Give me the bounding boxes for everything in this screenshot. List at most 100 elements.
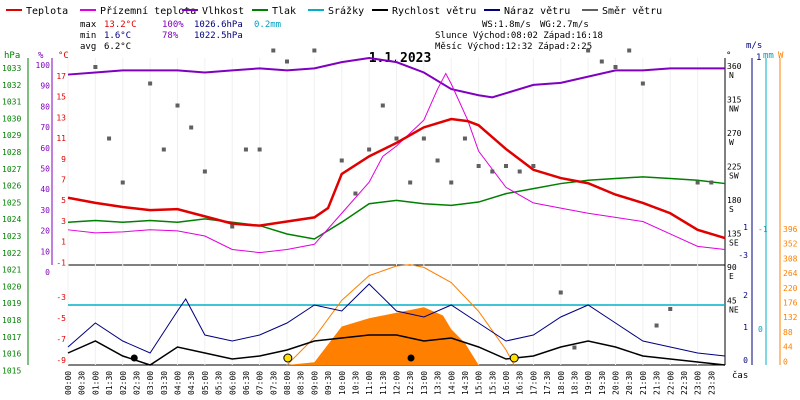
legend-rain: Srážky bbox=[328, 5, 364, 17]
x-tick-label: 06:00 bbox=[228, 371, 237, 395]
stats-min-press: 1022.5hPa bbox=[194, 31, 243, 41]
hpa-tick-label: 1029 bbox=[2, 131, 21, 140]
wind-direction-point bbox=[243, 147, 248, 152]
wind-direction-point bbox=[599, 59, 604, 64]
hpa-tick-label: 1024 bbox=[2, 215, 21, 224]
wind-direction-point bbox=[449, 180, 454, 185]
x-tick-label: 16:00 bbox=[502, 371, 511, 395]
x-tick-label: 21:00 bbox=[639, 371, 648, 395]
dir-tick-label: 45 bbox=[727, 297, 737, 306]
wind-gust-line bbox=[67, 283, 726, 357]
x-tick-label: 04:30 bbox=[187, 371, 196, 395]
solar-tick-label: 220 bbox=[783, 284, 798, 293]
wind-direction-point bbox=[189, 125, 194, 130]
stats-sun: Slunce Východ:08:02 Západ:16:18 bbox=[435, 31, 603, 41]
hpa-tick-label: 1018 bbox=[2, 316, 21, 325]
hpa-tick-label: 1025 bbox=[2, 198, 21, 207]
x-tick-label: 23:00 bbox=[694, 371, 703, 395]
x-tick-label: 08:00 bbox=[283, 371, 292, 395]
dir-cardinal-label: SW bbox=[729, 172, 739, 181]
x-tick-label: 21:30 bbox=[653, 371, 662, 395]
x-tick-label: 06:30 bbox=[242, 371, 251, 395]
solar-tick-label: 176 bbox=[783, 299, 798, 308]
wind-direction-point bbox=[312, 48, 317, 53]
x-tick-label: 07:30 bbox=[269, 371, 278, 395]
temp-tick-label: 9 bbox=[61, 155, 66, 164]
x-tick-label: 09:00 bbox=[310, 371, 319, 395]
wind-direction-point bbox=[120, 180, 125, 185]
stats-wg: WG:2.7m/s bbox=[540, 20, 589, 30]
pressure-line bbox=[67, 176, 726, 240]
x-tick-labels: 00:00 00:30 01:00 01:30 02:00 02:30 03:00 03:30… bbox=[64, 371, 716, 395]
x-tick-label: 05:30 bbox=[215, 371, 224, 395]
x-tick-label: 22:00 bbox=[666, 371, 675, 395]
wind-direction-point bbox=[408, 180, 413, 185]
x-tick-label: 08:30 bbox=[297, 371, 306, 395]
axis-hpa-label: hPa bbox=[4, 51, 20, 61]
wind-direction-point bbox=[107, 136, 112, 141]
dir-tick-label: 315 bbox=[727, 96, 742, 105]
wind-tick-label: 2 bbox=[743, 291, 748, 300]
axes-layer: 1033103210311030102910281027102610251024… bbox=[2, 58, 798, 375]
stats-min-label: min bbox=[80, 31, 96, 41]
pct-tick-label: 30 bbox=[40, 206, 50, 215]
wind-direction-point bbox=[586, 48, 591, 53]
temp-tick-label: 15 bbox=[56, 93, 66, 102]
hpa-tick-label: 1022 bbox=[2, 249, 21, 258]
wind-tick-label: 0 bbox=[743, 356, 748, 365]
solar-tick-label: 44 bbox=[783, 343, 793, 352]
dir-cardinal-label: S bbox=[729, 205, 734, 214]
x-tick-label: 18:30 bbox=[570, 371, 579, 395]
hpa-tick-label: 1021 bbox=[2, 266, 21, 275]
x-tick-label: 11:00 bbox=[365, 371, 374, 395]
wind-direction-point bbox=[558, 290, 563, 295]
solar-max-line bbox=[286, 264, 515, 366]
temperature-line bbox=[67, 117, 726, 240]
x-tick-label: 23:30 bbox=[707, 371, 716, 395]
temp-tick-label: 11 bbox=[56, 134, 66, 143]
x-tick-label: 03:00 bbox=[146, 371, 155, 395]
legend: Teplota Přízemní teplota Vlhkost Tlak Sr… bbox=[6, 5, 662, 17]
x-tick-label: 14:00 bbox=[447, 371, 456, 395]
wind-tick-label: -3 bbox=[738, 251, 748, 260]
x-tick-label: 09:30 bbox=[324, 371, 333, 395]
wind-direction-point bbox=[367, 147, 372, 152]
wind-direction-point bbox=[394, 136, 399, 141]
wind-speed-line bbox=[67, 334, 726, 366]
temp-tick-label: -7 bbox=[56, 335, 66, 344]
x-tick-label: 13:00 bbox=[420, 371, 429, 395]
hpa-tick-label: 1016 bbox=[2, 350, 21, 359]
temp-tick-label: -9 bbox=[56, 356, 66, 365]
wind-direction-point bbox=[709, 180, 714, 185]
hpa-tick-label: 1027 bbox=[2, 165, 21, 174]
wind-direction-point bbox=[476, 164, 481, 168]
x-tick-label: 16:30 bbox=[516, 371, 525, 395]
wind-direction-point bbox=[271, 48, 276, 53]
solar-tick-label: 352 bbox=[783, 240, 798, 249]
rain-tick-label: -1 bbox=[758, 225, 768, 234]
hpa-tick-label: 1015 bbox=[2, 366, 21, 375]
wind-direction-point bbox=[572, 345, 577, 350]
solar-radiation-area bbox=[287, 307, 479, 365]
rain-tick-label: 0 bbox=[758, 325, 763, 334]
x-tick-label: 02:00 bbox=[119, 371, 128, 395]
x-tick-label: 02:30 bbox=[132, 371, 141, 395]
x-tick-label: 10:00 bbox=[338, 371, 347, 395]
wind-tick-label: 1 bbox=[743, 223, 748, 232]
wind-direction-point bbox=[421, 136, 426, 141]
pct-tick-label: 70 bbox=[40, 123, 50, 132]
axis-solar-label: W bbox=[778, 51, 784, 61]
wind-direction-point bbox=[654, 323, 659, 328]
legend-wind-gust: Náraz větru bbox=[504, 5, 570, 17]
grid-layer bbox=[67, 58, 725, 365]
wind-direction-point bbox=[257, 147, 262, 152]
dir-tick-label: 135 bbox=[727, 230, 742, 239]
solar-tick-label: 308 bbox=[783, 254, 798, 263]
x-tick-label: 19:00 bbox=[584, 371, 593, 395]
x-tick-label: 12:00 bbox=[393, 371, 402, 395]
hpa-tick-label: 1028 bbox=[2, 148, 21, 157]
dir-tick-label: 360 bbox=[727, 62, 742, 71]
x-tick-label: 15:00 bbox=[475, 371, 484, 395]
dir-cardinal-label: N bbox=[729, 71, 734, 80]
